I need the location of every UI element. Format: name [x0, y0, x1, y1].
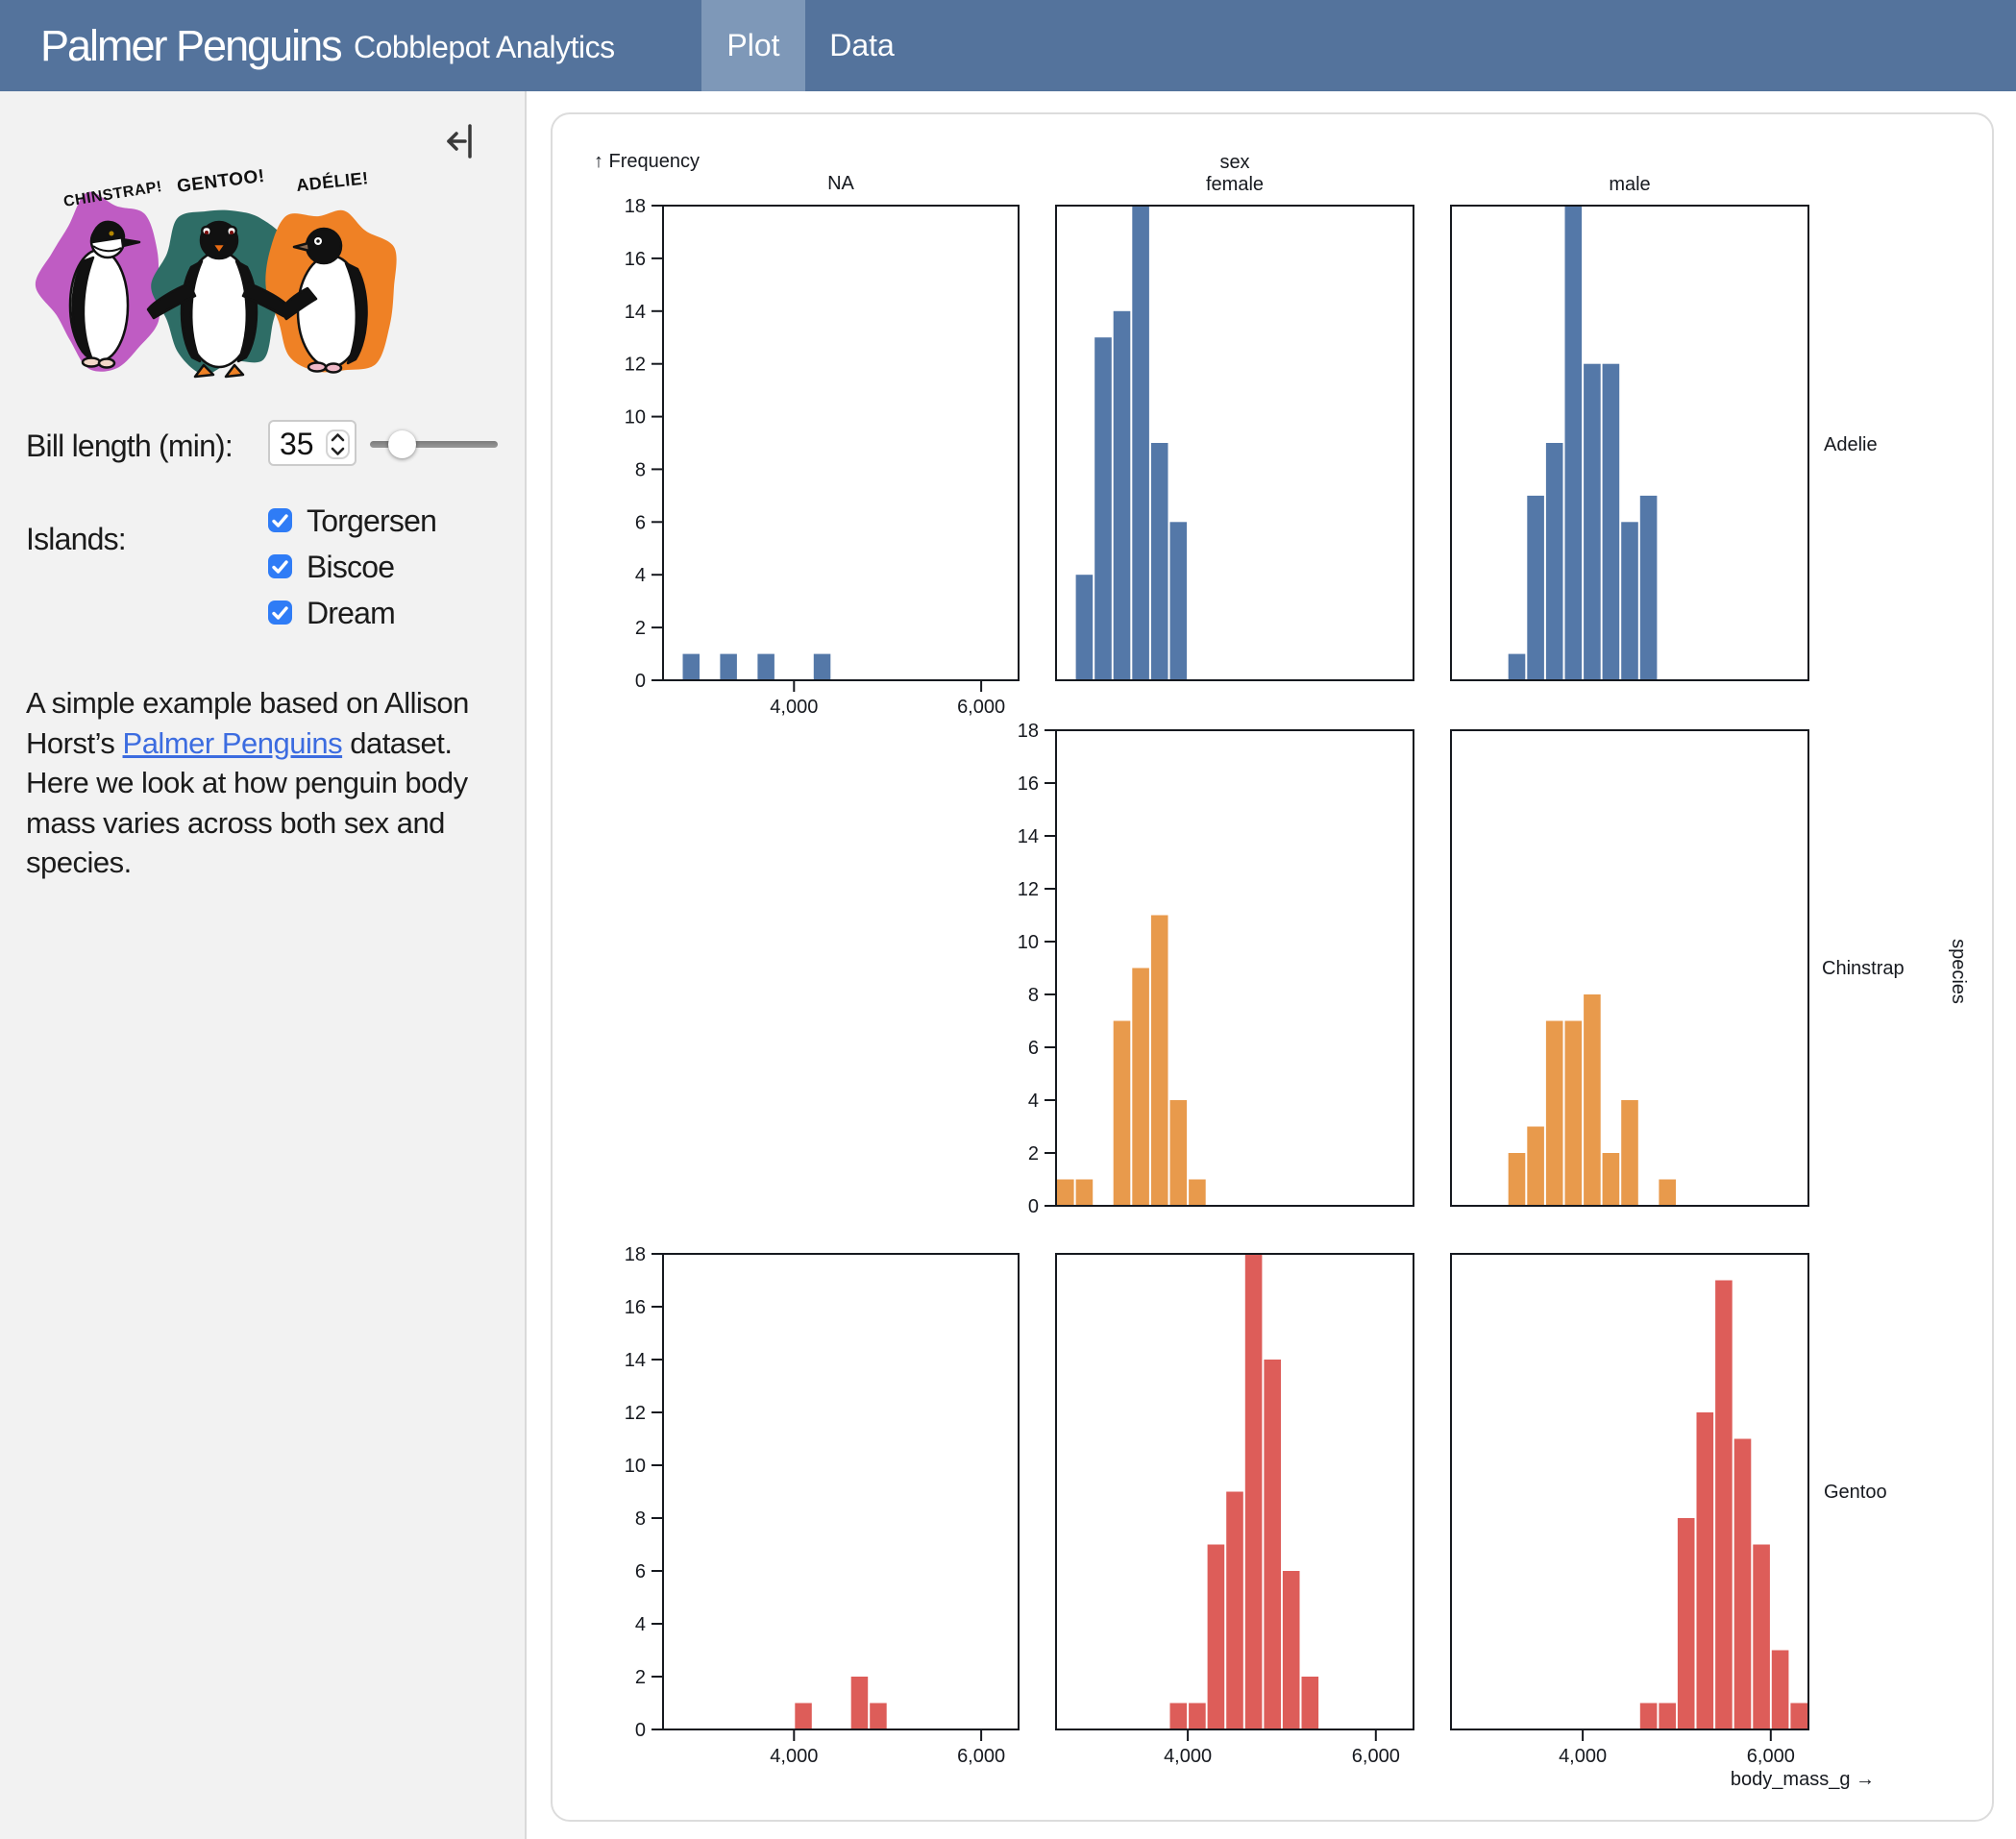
svg-text:NA: NA [827, 173, 854, 194]
svg-text:Gentoo: Gentoo [1824, 1482, 1887, 1503]
svg-text:4,000: 4,000 [1164, 1746, 1212, 1767]
svg-text:0: 0 [635, 1720, 646, 1741]
svg-text:sex: sex [1219, 152, 1249, 173]
svg-text:4,000: 4,000 [1559, 1746, 1607, 1767]
svg-text:2: 2 [635, 1667, 646, 1688]
svg-text:GENTOO!: GENTOO! [176, 166, 266, 197]
svg-text:4: 4 [635, 1614, 646, 1635]
svg-text:16: 16 [625, 1297, 646, 1318]
svg-text:10: 10 [1018, 932, 1039, 953]
svg-text:18: 18 [1018, 721, 1039, 742]
svg-text:18: 18 [625, 1244, 646, 1265]
svg-text:female: female [1206, 174, 1264, 195]
svg-text:12: 12 [625, 1403, 646, 1424]
svg-text:body_mass_g →: body_mass_g → [1731, 1769, 1875, 1790]
svg-text:8: 8 [1028, 985, 1039, 1006]
svg-text:16: 16 [1018, 773, 1039, 795]
svg-text:species: species [1948, 939, 1969, 1004]
svg-text:6,000: 6,000 [957, 697, 1005, 718]
svg-text:2: 2 [635, 618, 646, 639]
svg-text:18: 18 [625, 196, 646, 217]
svg-text:ADÉLIE!: ADÉLIE! [295, 167, 369, 195]
svg-text:Adelie: Adelie [1824, 434, 1878, 455]
svg-text:Chinstrap: Chinstrap [1822, 958, 1905, 979]
svg-text:6,000: 6,000 [1747, 1746, 1795, 1767]
svg-text:16: 16 [625, 249, 646, 270]
svg-text:4: 4 [1028, 1091, 1039, 1112]
svg-text:male: male [1609, 174, 1650, 195]
svg-text:10: 10 [625, 407, 646, 429]
svg-text:10: 10 [625, 1456, 646, 1477]
svg-text:0: 0 [635, 671, 646, 692]
svg-text:12: 12 [625, 355, 646, 376]
svg-text:14: 14 [625, 1350, 646, 1371]
svg-text:6,000: 6,000 [1352, 1746, 1400, 1767]
svg-text:6: 6 [1028, 1038, 1039, 1059]
svg-text:8: 8 [635, 1508, 646, 1530]
svg-text:6: 6 [635, 1561, 646, 1582]
svg-text:4,000: 4,000 [770, 1746, 818, 1767]
svg-text:2: 2 [1028, 1143, 1039, 1165]
svg-text:14: 14 [625, 302, 646, 323]
svg-text:↑ Frequency: ↑ Frequency [594, 151, 700, 172]
svg-text:6,000: 6,000 [957, 1746, 1005, 1767]
svg-text:8: 8 [635, 459, 646, 480]
svg-text:4: 4 [635, 565, 646, 586]
svg-text:0: 0 [1028, 1196, 1039, 1217]
svg-text:4,000: 4,000 [770, 697, 818, 718]
svg-text:12: 12 [1018, 879, 1039, 900]
svg-text:6: 6 [635, 512, 646, 533]
svg-text:14: 14 [1018, 826, 1039, 847]
